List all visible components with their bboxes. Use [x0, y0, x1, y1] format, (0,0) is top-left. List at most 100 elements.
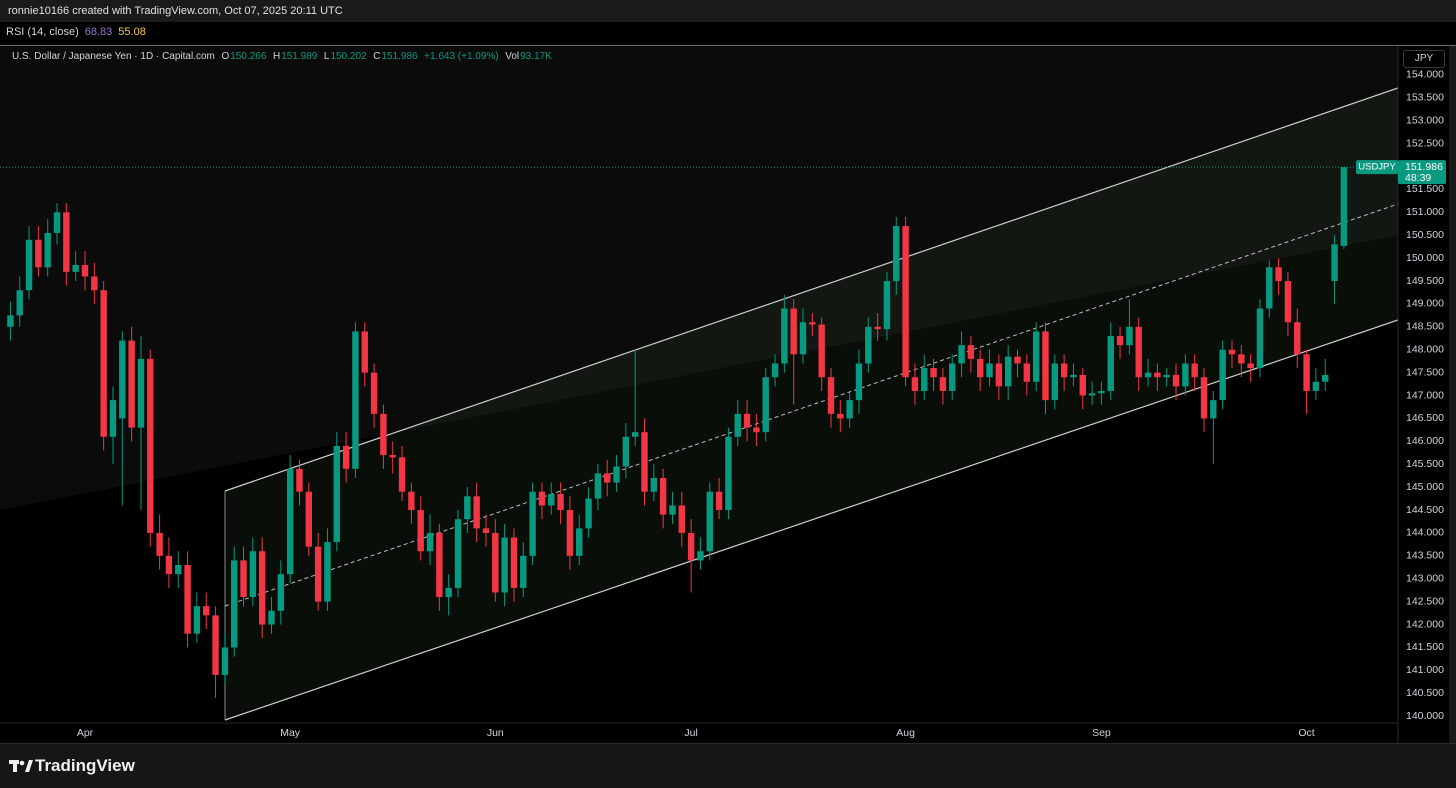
y-tick-label: 147.500 [1406, 366, 1444, 378]
price-tag-value: 151.986 [1405, 161, 1443, 173]
candle-body [520, 555, 527, 588]
symbol-tag [1356, 160, 1398, 175]
symbol-title: U.S. Dollar / Japanese Yen · 1D · Capita… [12, 51, 215, 62]
candle-body [324, 542, 331, 602]
shaded-region [0, 47, 1398, 510]
candle-body [1154, 372, 1161, 378]
y-tick-label: 140.000 [1406, 710, 1444, 722]
candle-body [865, 326, 872, 364]
footer [0, 744, 1456, 788]
currency-button[interactable]: JPY [1403, 50, 1445, 68]
candle-body [165, 555, 173, 575]
candle-body [482, 528, 490, 533]
candle-body [370, 372, 378, 414]
ohlc-label: H [272, 51, 281, 62]
candle-body [790, 308, 797, 355]
candle-body [35, 239, 42, 268]
candle-body [352, 331, 359, 469]
candle-body [193, 606, 201, 634]
y-tick-label: 144.500 [1406, 504, 1444, 516]
candle-body [641, 432, 648, 492]
ohlc-value: 150.202 [330, 51, 367, 62]
candle-body [753, 427, 760, 433]
candle-body [268, 610, 275, 625]
candle-body [1051, 363, 1058, 401]
y-tick-label: 140.500 [1406, 687, 1444, 699]
candle-body [1294, 322, 1301, 355]
candle-body [1172, 374, 1180, 387]
candle-body [333, 445, 340, 543]
candle-body [286, 468, 294, 575]
candle-body [1219, 349, 1226, 401]
y-tick-label: 153.000 [1406, 115, 1444, 127]
candle-body [7, 315, 14, 327]
candle-body [557, 494, 564, 511]
candle-body [939, 377, 947, 391]
candle-body [921, 368, 928, 391]
y-tick-label: 153.500 [1406, 92, 1444, 104]
x-tick-label: Oct [1298, 727, 1314, 739]
ohlc-label: C [373, 51, 381, 62]
candle-body [1032, 331, 1040, 382]
x-tick-label: May [280, 727, 301, 739]
candle-body [72, 265, 79, 272]
candle-body [687, 532, 695, 561]
candle-body [930, 368, 937, 378]
candle-body [1135, 326, 1142, 378]
candle-body [1200, 377, 1208, 419]
y-tick-label: 149.500 [1406, 275, 1444, 287]
candle-body [175, 564, 182, 575]
candle-body [510, 537, 518, 588]
symbol-label: USDJPY [1358, 162, 1396, 173]
candle-body [1266, 267, 1273, 309]
volume-label: Vol [505, 51, 520, 62]
candle-body [799, 322, 807, 355]
x-tick-label: Jun [487, 727, 504, 739]
candle-body [203, 606, 210, 616]
candle-body [417, 510, 424, 552]
candle-body [231, 560, 238, 648]
candle-body [548, 494, 555, 506]
candle-body [631, 432, 639, 437]
candle-body [314, 546, 322, 602]
candle-body [277, 574, 285, 611]
candle-body [1088, 393, 1096, 396]
y-tick-label: 149.000 [1406, 298, 1444, 310]
candle-body [156, 532, 163, 556]
candle-body [977, 358, 984, 378]
y-tick-label: 141.500 [1406, 641, 1444, 653]
candle-body [669, 505, 676, 515]
y-tick-label: 152.500 [1406, 137, 1444, 149]
candle-body [1144, 372, 1152, 378]
y-tick-label: 145.500 [1406, 458, 1444, 470]
candle-body [473, 496, 480, 529]
candle-body [1340, 167, 1348, 246]
candle-body [240, 560, 247, 598]
y-tick-label: 147.000 [1406, 389, 1444, 401]
candle-body [1182, 363, 1189, 387]
candle-body [1191, 363, 1198, 378]
candle-body [436, 532, 443, 598]
candle-body [464, 496, 471, 520]
attribution: ronnie10166 created with TradingView.com… [8, 5, 343, 17]
candle-body [827, 377, 835, 414]
y-tick-label: 150.000 [1406, 252, 1444, 264]
y-tick-label: 145.000 [1406, 481, 1444, 493]
candle-body [585, 498, 592, 529]
candle-body [743, 413, 751, 428]
candle-body [678, 505, 685, 533]
candle-body [100, 290, 107, 437]
candle-body [408, 491, 415, 511]
candle-body [389, 455, 396, 458]
candle-body [734, 413, 741, 437]
candle-body [1163, 374, 1170, 378]
candle-body [594, 473, 602, 499]
candle-body [91, 276, 98, 291]
candle-body [1322, 374, 1329, 382]
candle-body [342, 445, 350, 469]
candle-body [1107, 335, 1114, 391]
y-tick-label: 154.000 [1406, 69, 1444, 81]
y-tick-label: 146.500 [1406, 412, 1444, 424]
